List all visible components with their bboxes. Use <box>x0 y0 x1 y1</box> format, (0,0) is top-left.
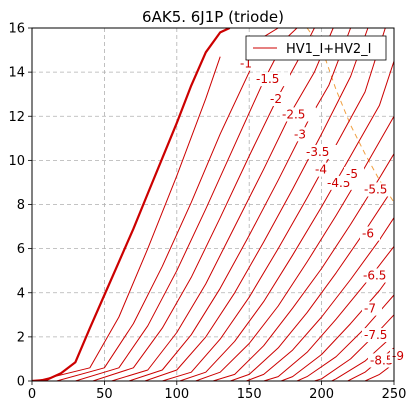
x-tick-label: 0 <box>28 387 36 402</box>
curve-label-background <box>362 301 382 316</box>
curve-label-background <box>362 328 398 343</box>
curve-label-background <box>360 226 380 241</box>
plate-curve-vg-8.5 <box>314 314 394 381</box>
x-tick-label: 100 <box>164 387 189 402</box>
curve-label: -5.5 <box>364 182 387 196</box>
x-tick-label: 200 <box>309 387 334 402</box>
y-tick-label: 4 <box>17 286 25 301</box>
curve-label-background <box>344 167 364 182</box>
y-tick-label: 16 <box>8 22 25 37</box>
curve-label: -8.5 <box>370 353 393 367</box>
plate-curve-vg-4 <box>162 28 386 381</box>
curve-label-background <box>292 127 312 142</box>
plate-curve-vg-9 <box>331 334 394 381</box>
y-tick-label: 2 <box>17 330 25 345</box>
y-axis-ticks: 0 2 4 6 8 10 12 14 16 <box>8 22 32 390</box>
curve-label: -2.5 <box>282 107 305 121</box>
curve-label-background <box>361 268 397 283</box>
curve-label-background <box>268 92 288 107</box>
legend: HV1_I+HV2_I <box>245 35 387 61</box>
curve-label: -9 <box>392 349 404 363</box>
grid-voltage-labels: -1-1.5-2-2.5-3-3.5-4-4.5-5-5.5-6-6.5-7-7… <box>238 56 410 368</box>
plot-frame <box>31 27 395 382</box>
curve-label-background <box>362 182 398 197</box>
x-axis-ticks: 0 50 100 150 200 250 <box>28 381 407 402</box>
curve-label-background <box>313 162 333 177</box>
x-tick-label: 50 <box>96 387 113 402</box>
y-tick-label: 0 <box>17 375 25 390</box>
x-tick-label: 150 <box>237 387 262 402</box>
curve-label: -1.5 <box>256 72 279 86</box>
plate-curve-vg-3 <box>128 28 352 381</box>
x-tick-label: 250 <box>382 387 407 402</box>
curve-label: -4 <box>315 163 327 177</box>
plate-curve-vg-2 <box>92 28 315 381</box>
curve-label-background <box>390 349 410 364</box>
y-tick-label: 12 <box>8 110 25 125</box>
curve-label-background <box>254 72 290 87</box>
y-tick-label: 14 <box>8 66 25 81</box>
curve-label: -3 <box>294 127 306 141</box>
curve-label: -7.5 <box>364 328 387 342</box>
plate-curve-vg-8 <box>296 294 394 381</box>
curve-label: -7 <box>364 302 376 316</box>
curve-label: -2 <box>270 92 282 106</box>
y-tick-label: 10 <box>8 154 25 169</box>
plate-curve-vg0 <box>32 28 231 381</box>
curve-label-background <box>304 144 340 159</box>
plate-curve-vg-2.5 <box>111 28 334 381</box>
curve-label-background <box>280 107 316 122</box>
curve-label: -5 <box>346 167 358 181</box>
plate-curve-vg-4.5 <box>179 60 394 381</box>
plate-curve-vg-0.5 <box>36 56 221 381</box>
curve-label: -1 <box>240 57 252 71</box>
curve-label: -6.5 <box>363 269 386 283</box>
y-tick-label: 6 <box>17 242 25 257</box>
curve-label: -3.5 <box>306 145 329 159</box>
curve-label: -6 <box>362 227 374 241</box>
y-tick-label: 8 <box>17 198 25 213</box>
plate-curve-vg-7.5 <box>280 270 394 381</box>
chart-title: 6AK5. 6J1P (triode) <box>142 8 284 26</box>
plate-curve-vg-3.5 <box>144 28 369 381</box>
legend-entry: HV1_I+HV2_I <box>286 42 371 57</box>
